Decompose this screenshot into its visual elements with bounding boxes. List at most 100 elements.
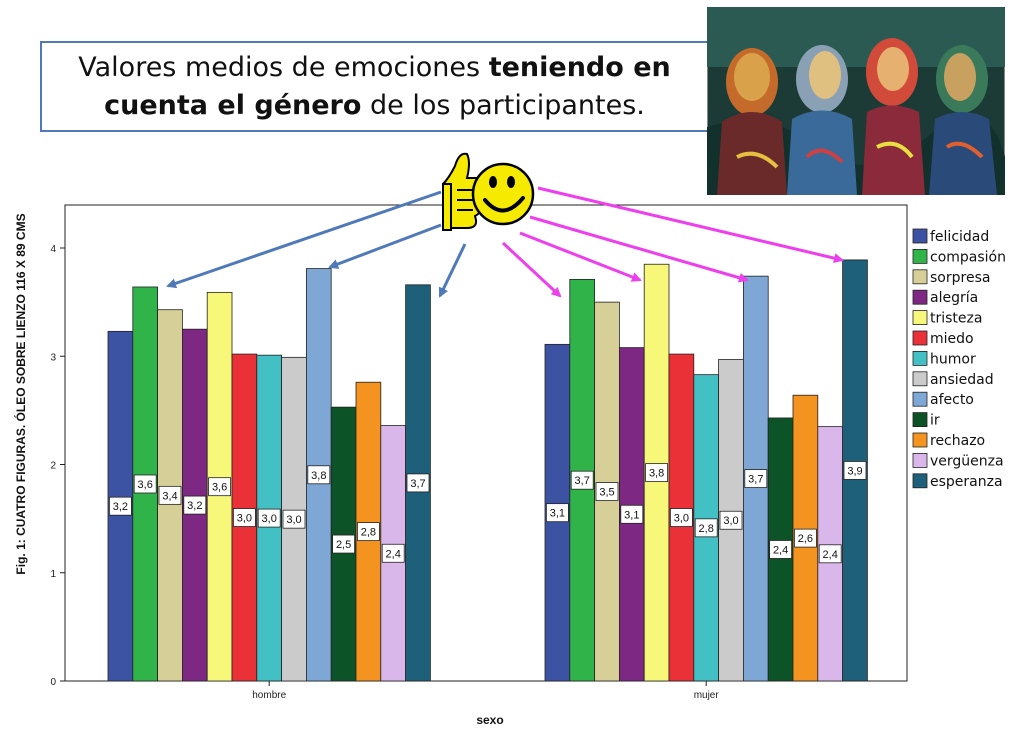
legend-label: ir [930, 413, 940, 429]
data-label: 3,0 [723, 515, 738, 527]
legend-swatch [912, 330, 928, 346]
legend-swatch [912, 310, 928, 326]
legend-label: miedo [930, 331, 974, 347]
legend-swatch [912, 269, 928, 285]
slide-title-box: Valores medios de emociones teniendo en … [40, 41, 709, 132]
y-axis-label: Fig. 1: CUATRO FIGURAS. ÓLEO SOBRE LIENZ… [13, 213, 28, 574]
data-label: 3,6 [212, 482, 227, 494]
pink-arrow [519, 231, 642, 282]
pink-arrow [529, 215, 749, 283]
data-label: 3,2 [113, 501, 128, 513]
data-label: 3,8 [311, 470, 326, 482]
title-bold-1: teniendo en [488, 51, 671, 83]
data-label-box [546, 503, 569, 523]
y-tick-label: 2 [50, 461, 56, 472]
pink-arrow [501, 241, 562, 298]
blue-arrow [166, 190, 442, 289]
y-tick-label: 1 [50, 569, 56, 580]
data-label-box [818, 544, 842, 564]
title-bold-2: cuenta el género [104, 89, 362, 121]
data-label-box [356, 522, 380, 542]
data-label: 3,7 [410, 478, 425, 490]
data-label: 3,1 [550, 508, 565, 520]
legend-label: ansiedad [930, 372, 994, 388]
data-label: 3,4 [162, 490, 177, 502]
data-label: 2,8 [361, 527, 376, 539]
legend-swatch [912, 289, 928, 305]
blue-arrow [438, 243, 467, 298]
data-label-box [670, 508, 693, 527]
title-text-2: de los participantes. [361, 89, 645, 121]
x-tick-label: hombre [252, 690, 286, 701]
data-label: 2,4 [773, 544, 788, 556]
data-label-box [744, 469, 768, 488]
x-tick-label: mujer [694, 690, 720, 701]
legend-label: tristeza [930, 311, 982, 327]
data-label: 2,8 [699, 523, 714, 535]
annotation-arrows [166, 186, 844, 298]
data-label-box [232, 508, 256, 527]
data-label-box [307, 465, 331, 485]
legend-label: felicidad [930, 229, 989, 245]
legend-swatch [912, 248, 928, 264]
y-tick-label: 0 [50, 677, 56, 688]
legend-label: compasión [930, 249, 1006, 265]
data-label: 2,4 [386, 548, 401, 560]
data-label-box [843, 461, 867, 480]
data-label-box [595, 482, 619, 501]
data-label: 3,0 [262, 513, 277, 525]
data-label-box [109, 496, 132, 516]
data-label: 3,2 [187, 500, 202, 512]
x-axis-label: sexo [476, 713, 503, 727]
legend-swatch [912, 350, 928, 366]
data-label-box [257, 508, 281, 528]
legend-swatch [912, 412, 928, 428]
chart-legend: felicidad compasión sorpresa alegría tristez… [912, 228, 1006, 490]
legend-label: sorpresa [930, 270, 990, 286]
legend-swatch [912, 452, 928, 468]
data-label: 3,7 [748, 474, 763, 486]
legend-label: rechazo [930, 433, 985, 449]
data-label: 2,5 [336, 539, 351, 551]
title-text-1: Valores medios de emociones [78, 51, 489, 83]
data-label-box [719, 510, 743, 530]
data-label-box [645, 463, 668, 483]
data-label: 3,1 [624, 509, 639, 521]
data-label-box [406, 473, 430, 493]
legend-swatch [912, 473, 928, 489]
legend-label: vergüenza [930, 453, 1004, 469]
expressionist-painting-icon [707, 7, 1005, 195]
data-label-box [694, 518, 718, 538]
data-label: 3,8 [649, 468, 664, 480]
legend-swatch [912, 391, 928, 407]
data-label-box [620, 504, 644, 524]
legend-swatch [912, 432, 928, 448]
pink-arrow [537, 186, 844, 264]
data-label-box [183, 495, 207, 515]
y-tick-label: 4 [50, 244, 56, 255]
chart-data-labels: 3,2 3,6 3,4 3,2 3,6 3,0 3,0 3,0 3,8 2,5 2,8 2,4 3,7 3… [109, 461, 867, 564]
data-label: 3,0 [286, 514, 301, 526]
thumbs-up-smiley-icon [442, 152, 535, 231]
legend-swatch [912, 228, 928, 244]
legend-swatch [912, 371, 928, 387]
legend-label: esperanza [930, 474, 1003, 490]
legend-label: alegría [930, 290, 978, 306]
data-label-box [282, 509, 306, 529]
data-label: 3,9 [847, 465, 862, 477]
data-label: 2,4 [823, 549, 838, 561]
legend-label: humor [930, 351, 976, 367]
data-label-box [208, 477, 232, 497]
data-label-box [133, 474, 157, 494]
slide-title: Valores medios de emociones teniendo en … [78, 49, 670, 125]
data-label-box [570, 470, 594, 490]
data-label: 2,6 [798, 533, 813, 545]
blue-arrow [328, 223, 442, 269]
data-label-box [381, 543, 405, 563]
data-label-box [769, 540, 792, 559]
data-label: 3,0 [674, 513, 689, 525]
data-label-box [332, 534, 356, 554]
data-label: 3,7 [575, 475, 590, 487]
data-label: 3,0 [237, 513, 252, 525]
